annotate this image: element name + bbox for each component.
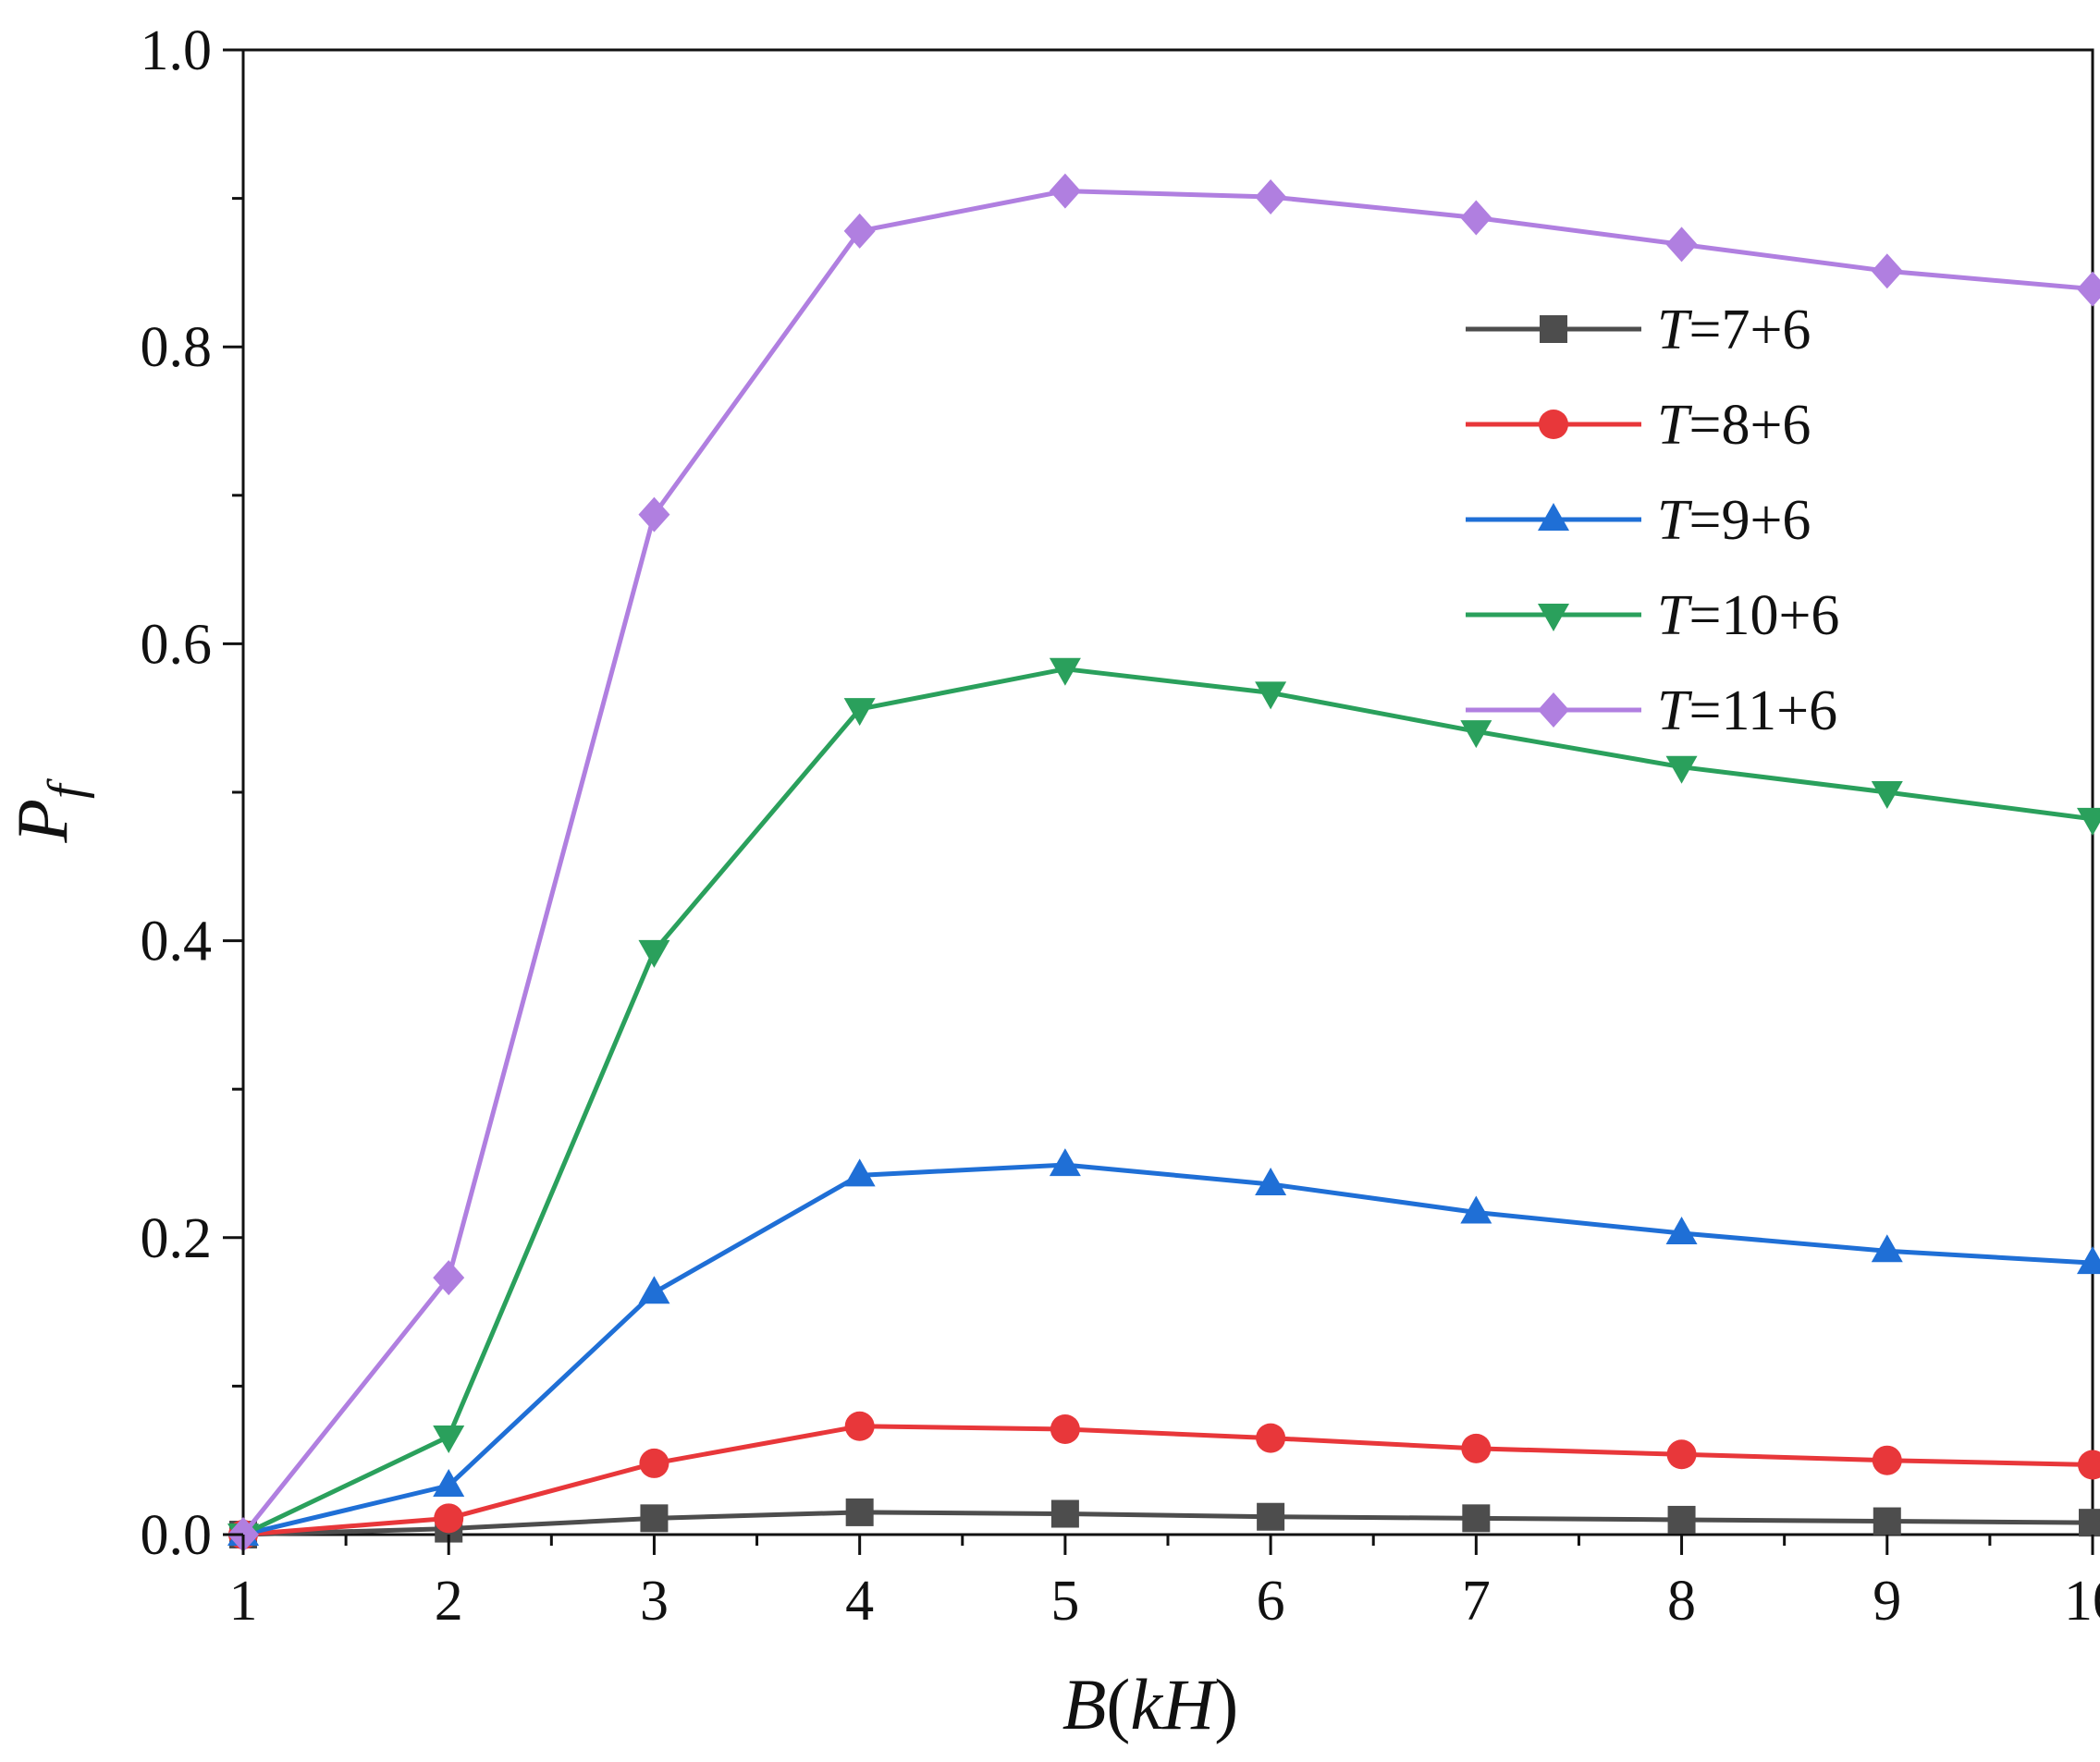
data-point xyxy=(2077,807,2100,836)
data-point xyxy=(2078,1450,2100,1480)
x-tick-label: 5 xyxy=(1050,1570,1079,1633)
data-point xyxy=(1460,200,1492,236)
legend-item: T=11+6 xyxy=(1466,679,1837,742)
data-point xyxy=(1256,1423,1286,1453)
data-point xyxy=(1255,1167,1287,1195)
y-tick-label: 0.2 xyxy=(141,1207,213,1270)
x-tick-label: 1 xyxy=(229,1570,258,1633)
data-point xyxy=(1873,1507,1901,1536)
data-point xyxy=(1462,1504,1491,1533)
y-axis-title: Pf xyxy=(2,777,95,844)
plot-frame xyxy=(241,48,2094,1536)
series-2 xyxy=(228,1411,2100,1549)
data-point xyxy=(843,698,876,727)
data-point xyxy=(433,1426,465,1454)
y-tick-label: 1.0 xyxy=(141,19,213,82)
series-5 xyxy=(227,173,2100,1552)
data-point xyxy=(639,1448,669,1478)
data-point xyxy=(1049,1148,1081,1177)
data-point xyxy=(433,1260,465,1296)
data-point xyxy=(1255,681,1287,710)
data-point xyxy=(1461,1433,1492,1463)
y-axis-ticks: 0.0 0.2 0.4 0.6 0.8 1.0 xyxy=(141,19,243,1567)
data-point xyxy=(1460,1195,1492,1224)
x-tick-label: 10 xyxy=(2064,1570,2100,1633)
data-point xyxy=(433,1469,465,1498)
y-tick-label: 0.4 xyxy=(141,911,213,973)
data-point xyxy=(845,1498,874,1526)
data-point xyxy=(640,1504,669,1533)
data-point xyxy=(1665,226,1698,263)
series-line xyxy=(242,1162,2094,1537)
x-tick-label: 4 xyxy=(845,1570,874,1633)
x-tick-label: 3 xyxy=(640,1570,669,1633)
data-point xyxy=(844,1411,875,1441)
legend-label: T=7+6 xyxy=(1657,299,1811,361)
y-tick-label: 0.8 xyxy=(141,316,213,379)
data-point xyxy=(1872,1445,1902,1475)
data-point xyxy=(1460,720,1492,749)
series-4 xyxy=(227,657,2100,1551)
series-line xyxy=(242,1424,2094,1537)
legend-item: T=9+6 xyxy=(1466,489,1811,552)
x-axis-title: B(kH) xyxy=(1062,1664,1239,1744)
data-point xyxy=(2079,1509,2100,1537)
legend-marker xyxy=(1538,503,1569,531)
legend-marker xyxy=(1538,604,1569,631)
x-tick-label: 6 xyxy=(1257,1570,1285,1633)
data-point xyxy=(1666,1439,1697,1470)
legend-marker xyxy=(1539,410,1568,439)
data-point xyxy=(2077,1246,2100,1275)
plot-area-border xyxy=(241,48,2094,1536)
data-point xyxy=(1665,755,1698,784)
legend-item: T=7+6 xyxy=(1466,299,1811,361)
legend-item: T=10+6 xyxy=(1466,584,1839,647)
data-point xyxy=(638,1276,670,1304)
data-point xyxy=(2077,271,2100,307)
series-1 xyxy=(229,1498,2100,1548)
data-point xyxy=(1871,1234,1903,1263)
x-tick-label: 8 xyxy=(1667,1570,1696,1633)
y-tick-label: 0.6 xyxy=(141,613,213,676)
legend-marker xyxy=(1540,315,1567,343)
legend-label: T=9+6 xyxy=(1657,489,1811,552)
data-point xyxy=(1049,173,1081,209)
x-tick-label: 9 xyxy=(1873,1570,1901,1633)
y-tick-label: 0.0 xyxy=(141,1504,213,1567)
data-point xyxy=(1667,1505,1696,1534)
data-point xyxy=(434,1503,464,1534)
x-tick-label: 2 xyxy=(435,1570,463,1633)
legend-marker xyxy=(1538,692,1569,728)
series-line xyxy=(242,1510,2094,1537)
data-point xyxy=(1050,1413,1080,1444)
x-axis-ticks: 1 2 3 4 5 6 7 8 9 10 xyxy=(229,1535,2100,1633)
series-line xyxy=(241,189,2094,1536)
data-point xyxy=(1049,657,1081,686)
legend-label: T=11+6 xyxy=(1657,679,1837,742)
data-point xyxy=(638,939,670,968)
x-tick-label: 7 xyxy=(1462,1570,1491,1633)
data-point xyxy=(1050,1499,1079,1528)
data-point xyxy=(1665,1216,1698,1244)
data-point xyxy=(1871,253,1903,289)
legend-label: T=8+6 xyxy=(1657,394,1811,457)
data-point xyxy=(1871,781,1903,809)
series-3 xyxy=(227,1148,2100,1546)
legend: T=7+6 T=8+6 T=9+6 T=10+6 T=11+6 xyxy=(1466,299,1839,742)
data-point xyxy=(843,213,876,249)
data-point xyxy=(1257,1502,1285,1531)
data-point xyxy=(1255,178,1287,214)
data-point xyxy=(843,1158,876,1187)
legend-label: T=10+6 xyxy=(1657,584,1839,647)
series-line xyxy=(241,667,2094,1537)
data-point xyxy=(638,496,670,532)
series-layer xyxy=(227,173,2100,1552)
legend-item: T=8+6 xyxy=(1466,394,1811,457)
